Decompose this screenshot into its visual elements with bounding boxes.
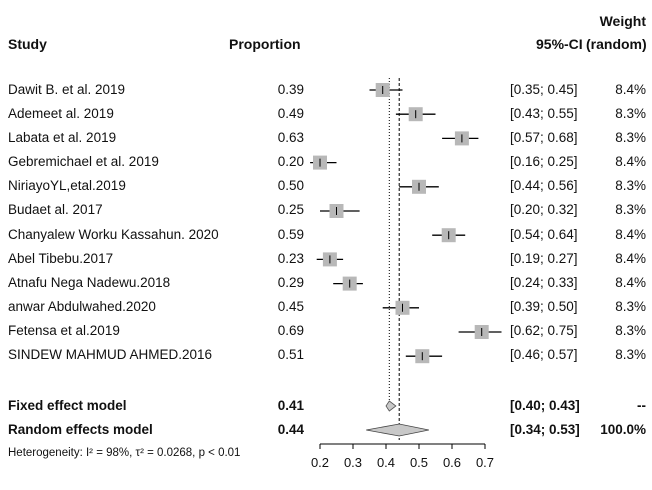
study-ci: [0.46; 0.57]	[510, 347, 578, 362]
study-ci: [0.24; 0.33]	[510, 275, 578, 290]
x-axis-tick-label: 0.5	[410, 455, 428, 470]
study-ci: [0.35; 0.45]	[510, 82, 578, 97]
study-weight: 8.3%	[615, 202, 646, 217]
heterogeneity-statistics: Heterogeneity: I² = 98%, τ² = 0.0268, p …	[8, 447, 241, 459]
weight-column-header: Weight	[599, 13, 646, 29]
random-effects-diamond	[366, 423, 429, 437]
fixed-effect-label: Fixed effect model	[8, 398, 127, 413]
x-axis-tick-label: 0.6	[443, 455, 461, 470]
x-axis-tick-label: 0.3	[344, 455, 362, 470]
x-axis-tick-label: 0.4	[377, 455, 395, 470]
study-name: SINDEW MAHMUD AHMED.2016	[8, 347, 213, 362]
fixed-effect-ci: [0.40; 0.43]	[510, 398, 580, 413]
study-proportion: 0.50	[277, 178, 304, 193]
study-ci: [0.62; 0.75]	[510, 323, 578, 338]
study-proportion: 0.63	[277, 130, 304, 145]
random-effects-ci: [0.34; 0.53]	[510, 422, 580, 437]
random-effects-proportion: 0.44	[277, 422, 304, 437]
study-ci: [0.54; 0.64]	[510, 227, 578, 242]
study-proportion: 0.49	[277, 106, 304, 121]
study-proportion: 0.45	[277, 299, 304, 314]
study-proportion: 0.29	[277, 275, 304, 290]
study-ci: [0.16; 0.25]	[510, 154, 578, 169]
x-axis-tick-label: 0.2	[311, 455, 329, 470]
study-name: Chanyalew Worku Kassahun. 2020	[8, 227, 219, 242]
fixed-effect-weight: --	[637, 398, 646, 413]
study-ci: [0.39; 0.50]	[510, 299, 578, 314]
study-name: NiriayoYL,etal.2019	[8, 178, 126, 193]
study-name: Atnafu Nega Nadewu.2018	[8, 275, 171, 290]
study-name: Abel Tibebu.2017	[8, 251, 114, 266]
ci-column-header: 95%-CI	[536, 36, 583, 52]
study-name: anwar Abdulwahed.2020	[8, 299, 156, 314]
study-ci: [0.43; 0.55]	[510, 106, 578, 121]
study-name: Labata et al. 2019	[8, 130, 117, 145]
study-ci: [0.20; 0.32]	[510, 202, 578, 217]
study-ci: [0.57; 0.68]	[510, 130, 578, 145]
study-weight: 8.3%	[615, 323, 646, 338]
study-weight: 8.4%	[615, 275, 646, 290]
random-effects-label: Random effects model	[8, 422, 153, 437]
x-axis-tick-label: 0.7	[476, 455, 494, 470]
study-ci: [0.19; 0.27]	[510, 251, 578, 266]
fixed-effect-diamond	[385, 400, 397, 412]
study-weight: 8.3%	[615, 178, 646, 193]
study-proportion: 0.25	[277, 202, 304, 217]
study-weight: 8.3%	[615, 299, 646, 314]
study-weight: 8.4%	[615, 154, 646, 169]
study-ci: [0.44; 0.56]	[510, 178, 578, 193]
study-column-header: Study	[8, 36, 47, 52]
study-proportion: 0.23	[277, 251, 304, 266]
study-name: Gebremichael et al. 2019	[8, 154, 159, 169]
study-weight: 8.4%	[615, 251, 646, 266]
study-weight: 8.3%	[615, 130, 646, 145]
study-proportion: 0.39	[277, 82, 304, 97]
weight-random-header: (random)	[586, 36, 647, 52]
fixed-effect-proportion: 0.41	[277, 398, 304, 413]
study-weight: 8.3%	[615, 106, 646, 121]
study-name: Dawit B. et al. 2019	[8, 82, 126, 97]
study-name: Fetensa et al.2019	[8, 323, 120, 338]
study-proportion: 0.59	[277, 227, 304, 242]
random-effects-weight: 100.0%	[600, 422, 646, 437]
study-weight: 8.4%	[615, 227, 646, 242]
study-proportion: 0.51	[277, 347, 304, 362]
study-name: Budaet al. 2017	[8, 202, 103, 217]
study-weight: 8.4%	[615, 82, 646, 97]
study-weight: 8.3%	[615, 347, 646, 362]
study-proportion: 0.20	[277, 154, 304, 169]
study-proportion: 0.69	[277, 323, 304, 338]
proportion-column-header: Proportion	[229, 36, 301, 52]
study-name: Ademeet al. 2019	[8, 106, 114, 121]
